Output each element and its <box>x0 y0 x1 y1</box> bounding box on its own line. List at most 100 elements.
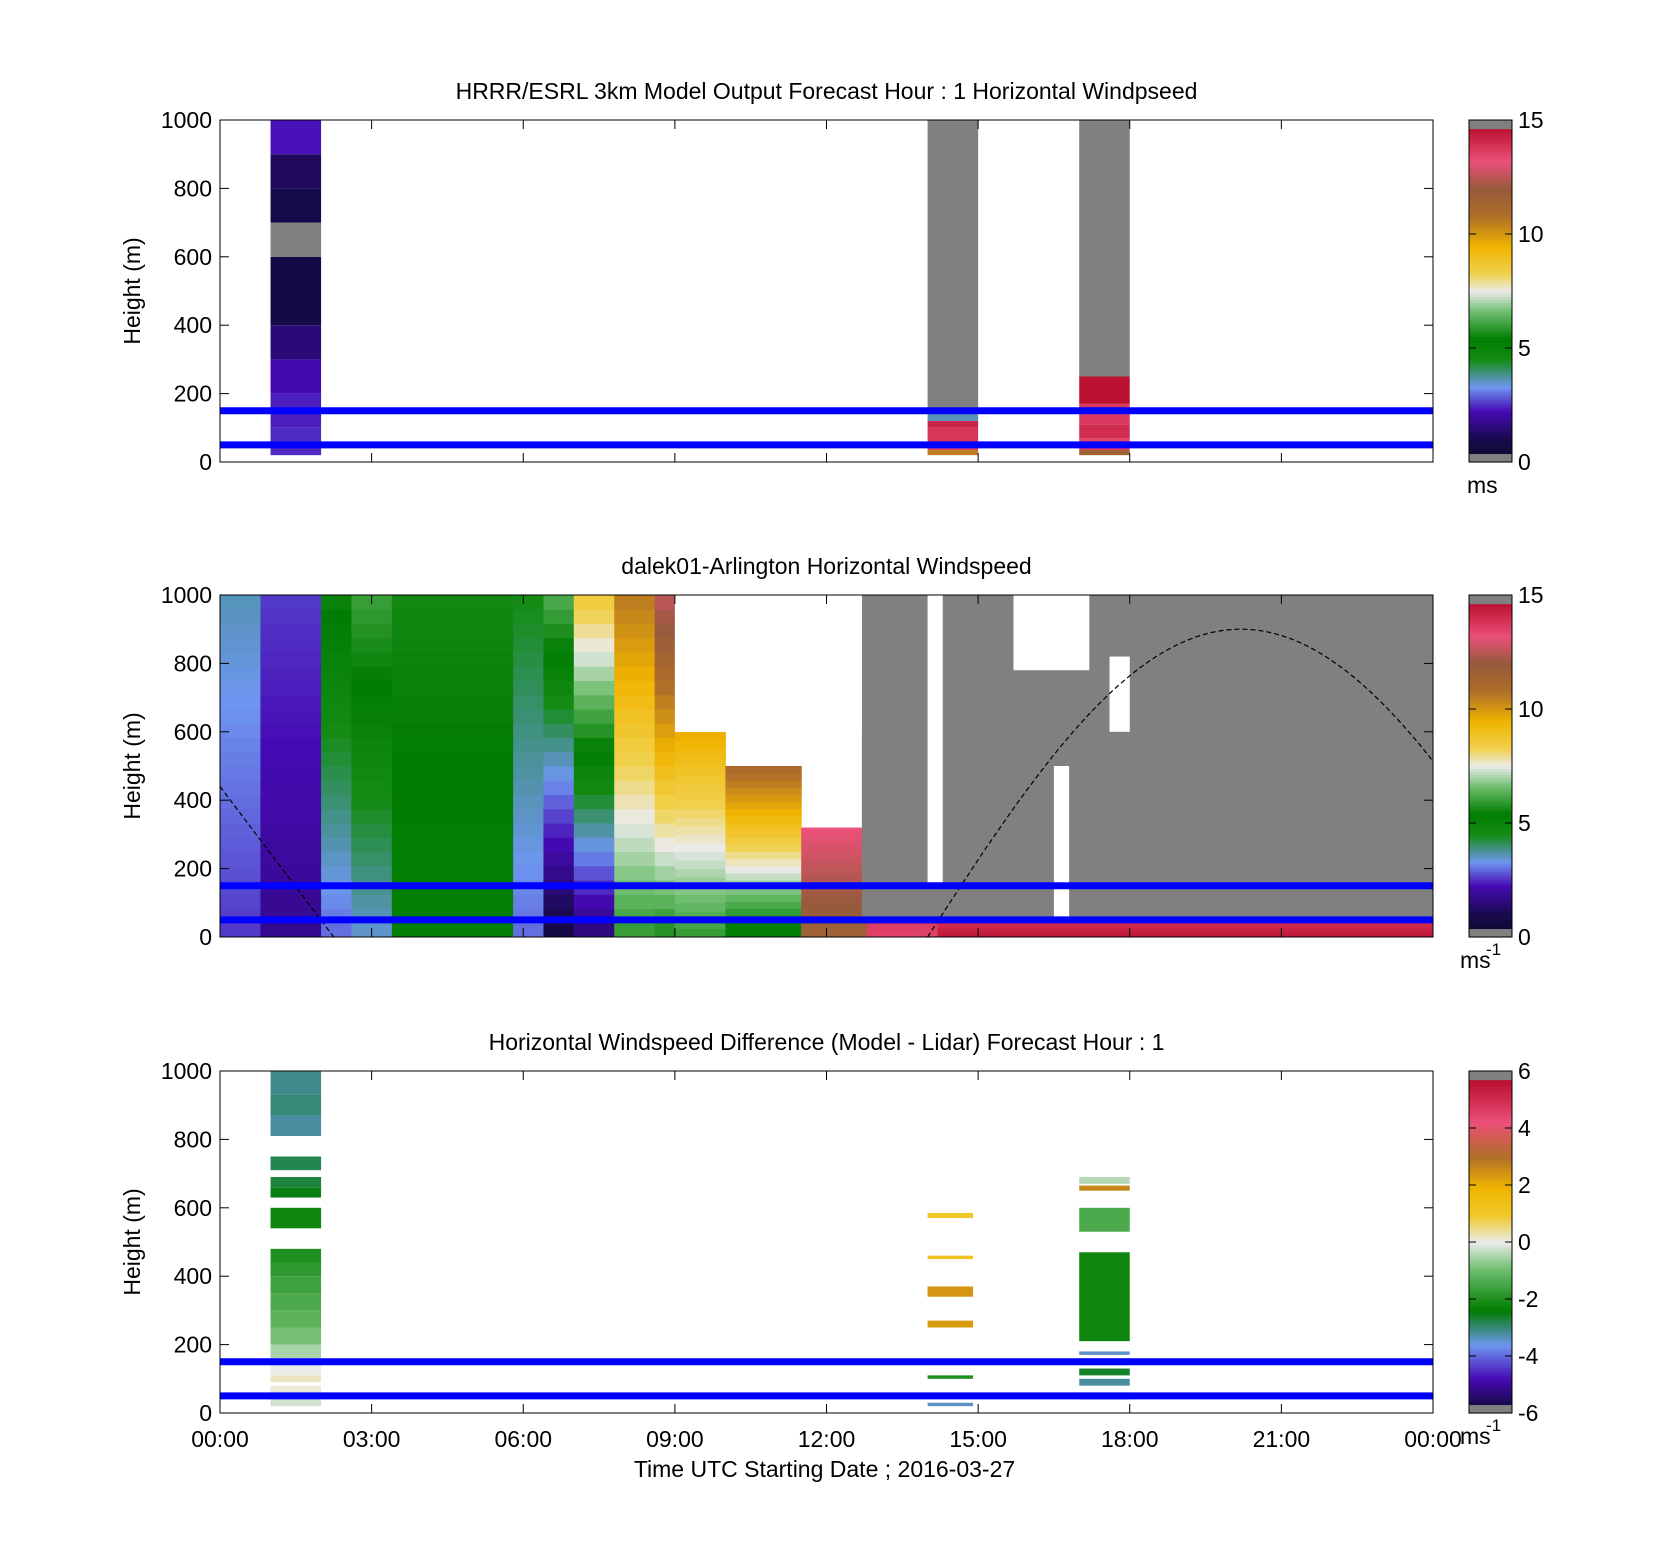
heat-cell <box>725 801 802 810</box>
heat-cell <box>391 851 514 867</box>
colorbar-segment <box>1469 1350 1512 1354</box>
y-tick-label: 0 <box>199 924 212 950</box>
colorbar-segment <box>1469 754 1512 759</box>
colorbar-segment <box>1469 359 1512 363</box>
heat-cell <box>725 929 802 937</box>
heat-cell <box>220 723 261 738</box>
colorbar-segment <box>1469 760 1512 764</box>
heat-cell <box>391 808 514 824</box>
colorbar-segment <box>1469 402 1512 406</box>
heat-cell <box>543 851 575 867</box>
colorbar-segment <box>1469 1375 1512 1380</box>
heat-cell <box>573 922 615 937</box>
colorbar-segment <box>1469 1150 1512 1155</box>
colorbar-segment <box>1469 376 1512 380</box>
heat-cell <box>674 885 726 895</box>
colorbar-segment <box>1469 1176 1512 1180</box>
colorbar-segment <box>1469 905 1512 910</box>
heat-cell <box>1079 120 1130 377</box>
colorbar-segment <box>1469 612 1512 616</box>
heat-cell <box>1079 1185 1130 1191</box>
colorbar-segment <box>1469 654 1512 659</box>
heat-cell <box>220 851 261 867</box>
colorbar-segment <box>1469 1119 1512 1123</box>
colorbar-segment <box>1469 1270 1512 1274</box>
colorbar-segment <box>1469 928 1512 932</box>
colorbar-segment <box>1469 911 1512 915</box>
colorbar-segment <box>1469 216 1512 221</box>
heat-cell <box>270 1375 322 1383</box>
heat-cell <box>937 930 1433 932</box>
colorbar-segment <box>1469 396 1512 400</box>
panel-title: dalek01-Arlington Horizontal Windspeed <box>621 553 1031 579</box>
colorbar-segment <box>1469 919 1512 924</box>
colorbar-segment <box>1469 1116 1512 1121</box>
heat-cell <box>801 873 868 879</box>
colorbar-segment <box>1469 1381 1512 1386</box>
colorbar-segment <box>1469 794 1512 798</box>
colorbar-segment <box>1469 734 1512 739</box>
heat-cell <box>937 931 1433 933</box>
heat-cell <box>260 808 322 824</box>
heat-cell <box>321 823 352 838</box>
heat-cell <box>220 894 261 909</box>
colorbar-segment <box>1469 1267 1512 1272</box>
heat-cell <box>391 709 514 724</box>
colorbar-segment <box>1469 168 1512 172</box>
colorbar-segment <box>1469 674 1512 679</box>
heat-cell <box>654 751 676 767</box>
colorbar-segment <box>1469 1390 1512 1394</box>
colorbar-segment <box>1469 333 1512 338</box>
colorbar-tick-label: 5 <box>1518 810 1531 836</box>
heat-cell <box>614 894 656 909</box>
heat-cell <box>674 791 726 801</box>
y-tick-label: 600 <box>174 244 212 270</box>
missing-data-area <box>927 595 943 886</box>
colorbar-segment <box>1469 1287 1512 1292</box>
colorbar-segment <box>1469 288 1512 292</box>
colorbar-segment <box>1469 1182 1512 1186</box>
colorbar-segment <box>1469 1353 1512 1357</box>
colorbar-segment <box>1469 652 1512 656</box>
colorbar-segment <box>1469 1361 1512 1366</box>
heat-cell <box>674 834 726 844</box>
colorbar-segment <box>1469 663 1512 667</box>
heat-cell <box>220 794 261 810</box>
colorbar-segment <box>1469 145 1512 150</box>
colorbar-unit-exponent: -1 <box>1486 1416 1501 1435</box>
colorbar-segment <box>1469 1347 1512 1351</box>
colorbar-segment <box>1469 1384 1512 1388</box>
colorbar-segment <box>1469 1344 1512 1349</box>
heat-cell <box>725 808 802 817</box>
heat-cell <box>801 877 868 883</box>
colorbar-tick-label: -4 <box>1518 1343 1539 1369</box>
heat-cell <box>927 120 979 415</box>
colorbar-segment <box>1469 894 1512 898</box>
heat-cell <box>321 894 352 909</box>
colorbar-segment <box>1469 142 1512 147</box>
colorbar-segment <box>1469 1193 1512 1197</box>
colorbar-segment <box>1469 757 1512 761</box>
colorbar-segment <box>1469 299 1512 303</box>
heat-cell <box>543 709 575 724</box>
heat-cell <box>614 865 656 881</box>
colorbar-segment <box>1469 353 1512 358</box>
heat-cell <box>543 666 575 681</box>
colorbar-segment <box>1469 606 1512 610</box>
colorbar-segment <box>1469 276 1512 281</box>
heat-cell <box>614 723 656 738</box>
heat-cell <box>654 709 676 724</box>
heat-cell <box>260 694 322 710</box>
colorbar-segment <box>1469 1108 1512 1112</box>
colorbar-segment <box>1469 629 1512 633</box>
colorbar-segment <box>1469 1110 1512 1115</box>
heat-cell <box>1079 1252 1130 1342</box>
colorbar-segment <box>1469 262 1512 266</box>
heat-cell <box>220 666 261 681</box>
colorbar-segment <box>1469 350 1512 355</box>
x-tick-label: 18:00 <box>1101 1426 1159 1452</box>
colorbar-segment <box>1469 1216 1512 1220</box>
y-tick-label: 1000 <box>161 582 212 608</box>
colorbar-segment <box>1469 430 1512 435</box>
colorbar-segment <box>1469 1236 1512 1240</box>
